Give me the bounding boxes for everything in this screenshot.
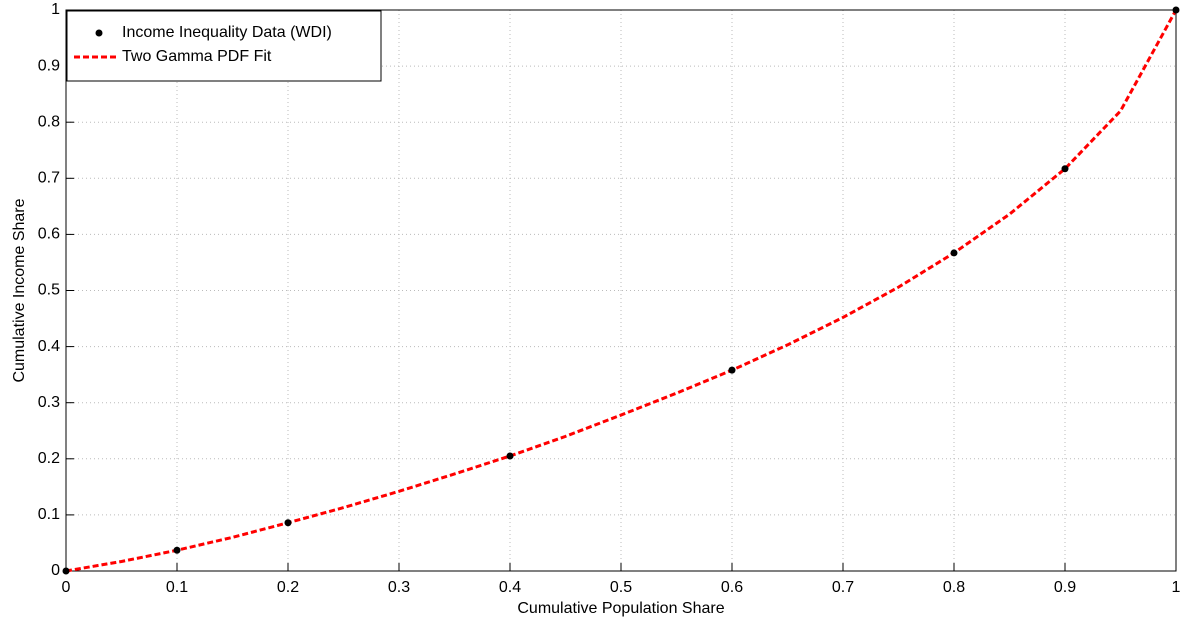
x-tick-label: 1 — [1172, 579, 1181, 596]
y-tick-label: 0.3 — [38, 394, 60, 411]
y-tick-label: 0.2 — [38, 450, 60, 467]
x-tick-label: 0.6 — [721, 579, 743, 596]
y-tick-label: 0.7 — [38, 170, 60, 187]
x-tick-label: 0.8 — [943, 579, 965, 596]
legend-box — [66, 10, 382, 82]
x-tick-label: 0.3 — [388, 579, 410, 596]
x-tick-label: 0.9 — [1054, 579, 1076, 596]
x-tick-label: 0.7 — [832, 579, 854, 596]
data-point — [173, 546, 181, 554]
plot-frame — [65, 9, 1177, 572]
y-tick-label: 0.8 — [38, 113, 60, 130]
x-tick-label: 0.1 — [166, 579, 188, 596]
y-tick-label: 0.6 — [38, 226, 60, 243]
fit-line — [65, 9, 1178, 573]
y-axis-label: Cumulative Income Share — [11, 198, 28, 382]
data-point — [950, 249, 958, 257]
y-tick-label: 0.4 — [38, 338, 60, 355]
y-tick-label: 1 — [51, 1, 60, 18]
y-tick-label: 0.5 — [38, 282, 60, 299]
x-axis-label: Cumulative Population Share — [517, 600, 724, 617]
x-tick-label: 0.4 — [499, 579, 521, 596]
y-tick-label: 0.9 — [38, 57, 60, 74]
data-point — [506, 452, 514, 460]
data-point — [1172, 6, 1180, 14]
x-tick-label: 0 — [62, 579, 71, 596]
x-tick-label: 0.5 — [610, 579, 632, 596]
data-point — [1061, 165, 1069, 173]
legend-marker — [95, 29, 103, 37]
data-point — [62, 567, 70, 575]
legend-label: Income Inequality Data (WDI) — [122, 24, 332, 41]
legend-label: Two Gamma PDF Fit — [122, 48, 272, 65]
x-tick-label: 0.2 — [277, 579, 299, 596]
y-tick-label: 0.1 — [38, 506, 60, 523]
data-point — [284, 519, 292, 527]
data-point — [728, 366, 736, 374]
y-tick-label: 0 — [51, 562, 60, 579]
